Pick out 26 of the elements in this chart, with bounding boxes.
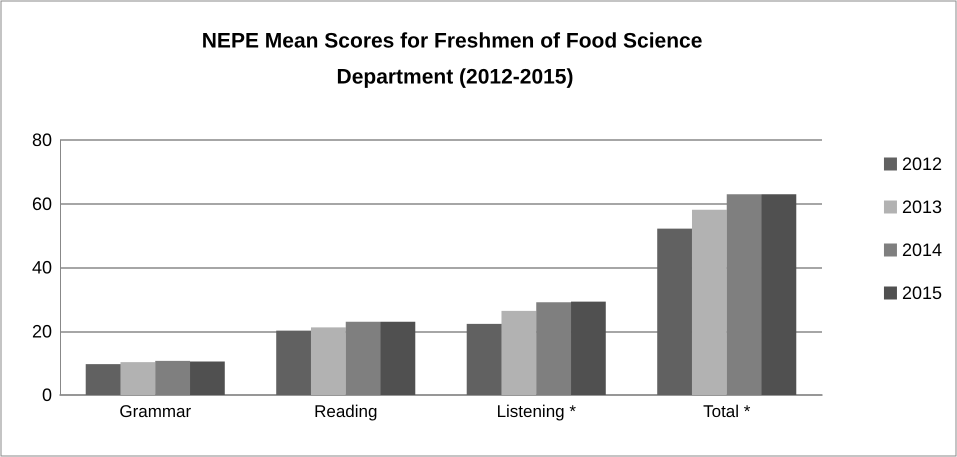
bar bbox=[120, 362, 156, 395]
x-tick-label: Listening * bbox=[496, 402, 576, 421]
bar bbox=[310, 327, 346, 395]
bar bbox=[657, 228, 692, 395]
bar bbox=[190, 362, 225, 395]
legend-label: 2012 bbox=[902, 154, 942, 174]
bar bbox=[466, 324, 502, 395]
bar bbox=[380, 322, 416, 395]
y-tick-label: 80 bbox=[32, 130, 52, 150]
legend-label: 2015 bbox=[902, 283, 942, 303]
legend-label: 2013 bbox=[902, 197, 942, 217]
chart-title: NEPE Mean Scores for Freshmen of Food Science Department (2012-2015) bbox=[202, 30, 708, 88]
x-tick-label: Total * bbox=[703, 402, 751, 421]
y-tick-label: 0 bbox=[42, 385, 52, 405]
bar bbox=[86, 364, 120, 395]
bar bbox=[501, 310, 536, 395]
bar bbox=[692, 210, 727, 395]
legend-label: 2014 bbox=[902, 240, 942, 260]
x-tick-label: Grammar bbox=[119, 402, 192, 421]
bar bbox=[276, 330, 311, 395]
y-tick-label: 40 bbox=[32, 258, 52, 278]
y-tick-label: 20 bbox=[32, 321, 52, 342]
y-tick-label: 60 bbox=[32, 194, 52, 214]
bar bbox=[762, 194, 796, 395]
bar bbox=[571, 302, 606, 395]
x-tick-label: Reading bbox=[314, 402, 378, 421]
